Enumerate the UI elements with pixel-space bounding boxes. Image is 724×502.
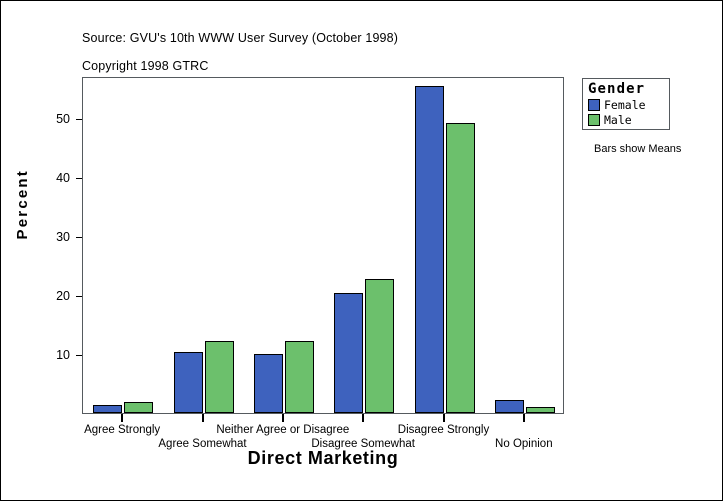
x-axis-tick [442,414,445,422]
bar [494,400,524,413]
y-axis-tick [76,237,83,239]
y-axis-tick-label: 10 [56,347,70,362]
bar [334,293,364,413]
bar [204,340,234,413]
legend-label: Female [604,98,646,112]
x-axis-tick [362,414,365,422]
legend-entry: Female [588,98,664,112]
x-axis-tick [522,414,525,422]
y-axis-tick [76,178,83,180]
y-axis-tick-label: 50 [56,112,70,127]
x-axis-tick-label: No Opinion [495,438,553,450]
legend-title: Gender [588,81,646,97]
x-axis-tick-label: Agree Strongly [84,424,161,436]
legend: Gender Female Male [582,78,670,130]
bar [365,278,395,413]
x-axis-tick [201,414,204,422]
legend-label: Male [604,113,632,127]
bar [93,404,123,413]
x-axis-tick [281,414,284,422]
x-axis-tick-label: Agree Somewhat [158,438,247,450]
bars-layer [83,78,563,413]
source-note: Source: GVU's 10th WWW User Survey (Octo… [82,31,399,45]
bar [253,353,283,413]
plot-area [82,77,564,414]
legend-entries: Female Male [588,98,664,127]
y-axis-tick [76,355,83,357]
x-axis-tick-label: Disagree Somewhat [311,438,415,450]
y-axis-tick [76,296,83,298]
y-axis-tick-label: 40 [56,171,70,186]
bar [445,122,475,413]
legend-swatch [588,99,600,111]
y-axis-tick [76,119,83,121]
bar [173,352,203,413]
x-axis-tick-label: Disagree Strongly [397,424,490,436]
bar [414,86,444,413]
x-axis-tick [121,414,124,422]
bar [284,340,314,413]
y-axis-tick-label: 20 [56,288,70,303]
x-axis-tick-label: Neither Agree or Disagree [216,424,350,436]
y-axis-title: Percent [14,169,31,240]
bar [525,406,555,413]
bar [124,401,154,413]
copyright-note: Copyright 1998 GTRC [82,59,209,73]
bars-show-means-note: Bars show Means [594,143,682,155]
legend-swatch [588,114,600,126]
x-axis-title: Direct Marketing [247,448,399,468]
legend-entry: Male [588,113,664,127]
y-axis-tick-label: 30 [56,230,70,244]
